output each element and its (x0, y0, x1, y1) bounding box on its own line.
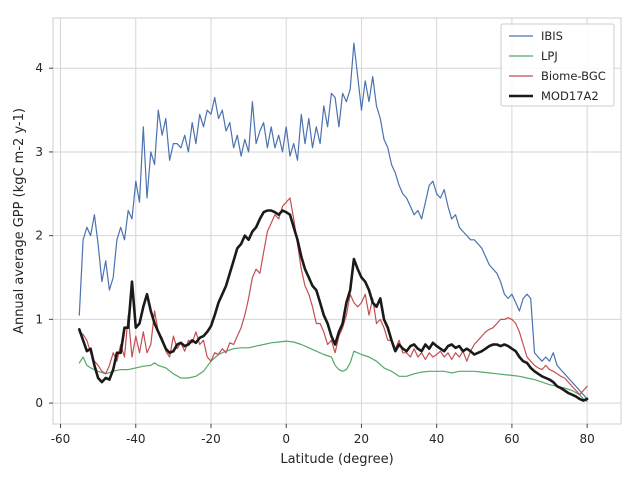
x-tick-label: 80 (580, 432, 595, 446)
x-axis-label: Latitude (degree) (280, 452, 393, 467)
legend-label-biome-bgc: Biome-BGC (541, 69, 606, 83)
x-tick-label: 0 (282, 432, 290, 446)
y-tick-label: 4 (35, 61, 43, 75)
series-lines (78, 42, 589, 402)
y-tick-label: 3 (35, 145, 43, 159)
series-line-biome-bgc (78, 197, 588, 396)
legend-label-mod17a2: MOD17A2 (541, 89, 599, 103)
series-line-ibis (78, 42, 588, 400)
x-tick-label: -20 (201, 432, 221, 446)
legend: IBIS LPJ Biome-BGC MOD17A2 (500, 23, 615, 107)
plot-frame (52, 17, 622, 425)
x-tick-label: 60 (504, 432, 519, 446)
y-tick-label: 1 (35, 312, 43, 326)
y-tick-label: 0 (35, 396, 43, 410)
legend-label-lpj: LPJ (541, 49, 558, 63)
x-tick-label: -40 (126, 432, 146, 446)
y-axis-label: Annual average GPP (kgC m-2 y-1) (12, 108, 27, 334)
series-line-mod17a2 (78, 209, 589, 402)
series-line-lpj (78, 340, 588, 402)
tick-labels: -60 -40 -20 0 20 40 60 80 0 1 2 3 4 (35, 61, 594, 446)
legend-box (500, 23, 615, 107)
x-tick-label: -60 (51, 432, 71, 446)
x-tick-label: 40 (429, 432, 444, 446)
x-tick-label: 20 (354, 432, 369, 446)
y-tick-label: 2 (35, 229, 43, 243)
legend-label-ibis: IBIS (541, 29, 563, 43)
